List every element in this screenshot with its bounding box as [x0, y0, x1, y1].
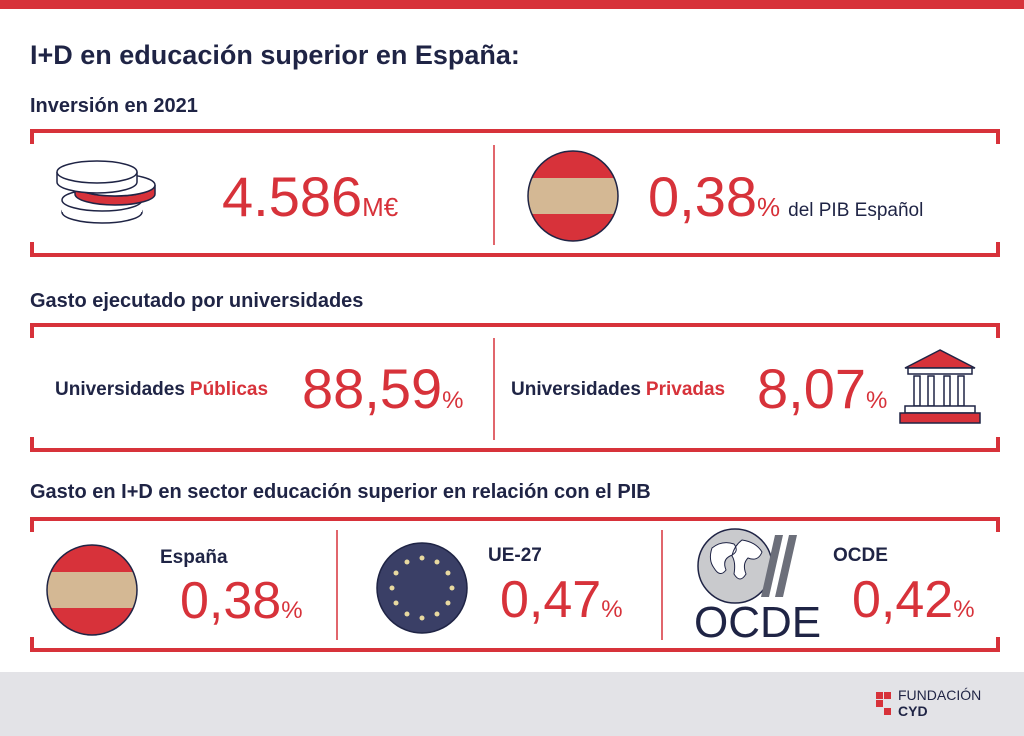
ocde-logo: OCDE	[694, 528, 821, 647]
value: 0,38	[648, 165, 757, 228]
eu-star	[445, 600, 451, 606]
eu-star	[404, 559, 410, 565]
eu-star	[393, 600, 399, 606]
value: 0,38	[180, 572, 281, 630]
section-title: Gasto ejecutado por universidades	[30, 290, 363, 312]
highlight: Públicas	[190, 379, 268, 400]
private-label: Universidades Privadas	[511, 379, 725, 400]
spain-flag-icon	[46, 544, 138, 636]
frame	[30, 323, 1000, 452]
investment-amount: 4.586M€	[222, 165, 399, 228]
label: Universidades	[511, 379, 641, 400]
ocde-wordmark: OCDE	[694, 598, 821, 647]
eu-star	[434, 611, 440, 617]
value: 88,59	[302, 357, 442, 420]
label: Universidades	[55, 379, 185, 400]
eu-star	[419, 555, 425, 561]
value: 8,07	[757, 357, 866, 420]
eu-star	[449, 585, 455, 591]
unit: M€	[362, 192, 399, 222]
region-label: OCDE	[833, 545, 888, 566]
top-bar	[0, 0, 1024, 9]
public-label: Universidades Públicas	[55, 379, 268, 400]
region-share: 0,47%	[500, 571, 623, 629]
footer	[0, 672, 1024, 736]
eu-star	[393, 570, 399, 576]
eu-star	[404, 611, 410, 617]
title: I+D en educación superior en España:	[30, 40, 520, 70]
frame	[30, 517, 1000, 652]
value: 0,42	[852, 571, 953, 629]
spain-flag-icon	[527, 150, 619, 242]
eu-star	[445, 570, 451, 576]
brand-bottom: CYD	[898, 703, 928, 719]
public-share: 88,59%	[302, 357, 463, 420]
section-title: Gasto en I+D en sector educación superio…	[30, 481, 651, 503]
value: 4.586	[222, 165, 362, 228]
value: 0,47	[500, 571, 601, 629]
unit: %	[953, 596, 974, 623]
region-share: 0,42%	[852, 571, 975, 629]
unit: %	[757, 192, 780, 222]
unit: %	[601, 596, 622, 623]
frame	[30, 129, 1000, 257]
unit: %	[281, 597, 302, 624]
country-share: 0,38%	[180, 572, 303, 630]
eu-star	[419, 615, 425, 621]
brand-top: FUNDACIÓN	[898, 687, 981, 703]
eu-star	[389, 585, 395, 591]
building-icon	[899, 349, 981, 424]
region-label: UE-27	[488, 545, 542, 566]
highlight: Privadas	[646, 379, 725, 400]
coins-icon	[56, 160, 156, 224]
unit: %	[442, 387, 463, 414]
country-label: España	[160, 547, 228, 568]
note: del PIB Español	[788, 200, 923, 221]
unit: %	[866, 387, 887, 414]
eu-star	[434, 559, 440, 565]
eu-flag-icon	[376, 542, 468, 634]
cyd-mark	[876, 692, 891, 715]
gdp-share: 0,38% del PIB Español	[648, 165, 923, 228]
private-share: 8,07%	[757, 357, 887, 420]
section-title: Inversión en 2021	[30, 95, 198, 117]
